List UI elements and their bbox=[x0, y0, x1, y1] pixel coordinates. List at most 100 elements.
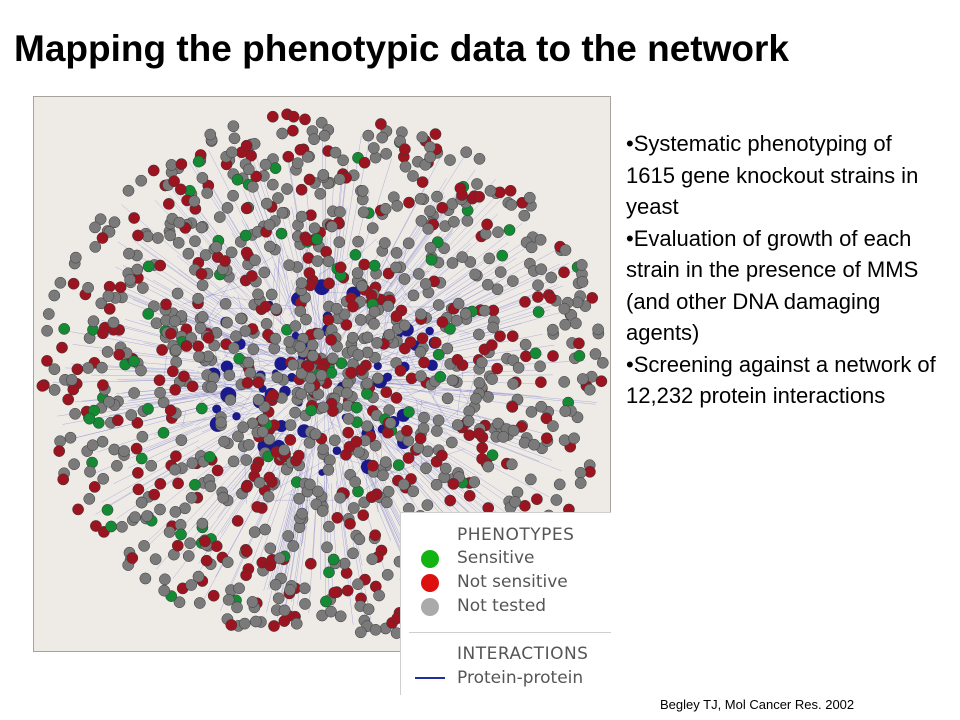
interaction-edge bbox=[389, 372, 455, 441]
not-tested-node bbox=[287, 540, 300, 552]
not-tested-node bbox=[65, 373, 78, 386]
not-tested-node bbox=[291, 157, 304, 170]
sensitive-node bbox=[305, 404, 318, 417]
not-tested-node bbox=[213, 211, 226, 223]
not-sensitive-node bbox=[436, 201, 449, 214]
not-tested-node bbox=[461, 214, 474, 227]
interaction-edge bbox=[206, 317, 224, 326]
not-tested-node bbox=[306, 339, 319, 351]
not-tested-node bbox=[308, 222, 321, 235]
not-sensitive-node bbox=[558, 266, 570, 279]
not-sensitive-node bbox=[111, 414, 124, 427]
not-tested-node bbox=[571, 296, 584, 309]
interaction-edge bbox=[127, 390, 215, 402]
not-sensitive-node bbox=[447, 478, 460, 490]
not-tested-node bbox=[372, 372, 384, 385]
not-tested-node bbox=[574, 477, 587, 489]
not-sensitive-node bbox=[57, 473, 70, 486]
sensitive-node bbox=[231, 173, 244, 186]
not-tested-node bbox=[164, 229, 177, 242]
not-tested-node bbox=[445, 436, 458, 449]
sensitive-node bbox=[203, 451, 216, 463]
sensitive-node bbox=[269, 162, 282, 175]
not-sensitive-node bbox=[301, 234, 314, 247]
not-tested-node bbox=[337, 154, 349, 167]
sensitive-node bbox=[425, 253, 438, 266]
not-tested-node bbox=[165, 159, 178, 171]
not-tested-node bbox=[194, 322, 207, 334]
not-tested-node bbox=[362, 603, 375, 616]
not-tested-node bbox=[199, 249, 212, 261]
not-tested-node bbox=[182, 550, 195, 562]
not-sensitive-node bbox=[154, 259, 167, 272]
not-tested-node bbox=[102, 290, 115, 302]
not-tested-node bbox=[246, 596, 259, 608]
not-sensitive-node bbox=[128, 212, 140, 224]
not-sensitive-node bbox=[491, 362, 504, 375]
not-sensitive-node bbox=[436, 449, 448, 462]
not-tested-node bbox=[196, 279, 209, 292]
not-tested-node bbox=[256, 425, 269, 438]
interaction-edge bbox=[328, 421, 340, 428]
sensitive-node bbox=[128, 355, 140, 368]
interaction-edge bbox=[212, 401, 258, 457]
not-tested-node bbox=[384, 417, 397, 429]
not-tested-node bbox=[175, 434, 188, 447]
not-sensitive-node bbox=[358, 156, 371, 169]
not-tested-node bbox=[491, 283, 504, 296]
bullet-item: Evaluation of growth of each strain in t… bbox=[626, 223, 946, 349]
interaction-edge bbox=[174, 434, 270, 536]
not-sensitive-node bbox=[97, 379, 109, 391]
not-tested-node bbox=[87, 315, 100, 328]
not-tested-node bbox=[487, 321, 499, 334]
not-sensitive-node bbox=[200, 554, 213, 567]
not-tested-node bbox=[415, 215, 428, 227]
not-sensitive-node bbox=[160, 298, 172, 311]
not-sensitive-node bbox=[369, 529, 382, 542]
not-tested-node bbox=[473, 376, 486, 389]
not-tested-node bbox=[407, 289, 420, 302]
not-tested-node bbox=[169, 463, 181, 476]
interaction-edge bbox=[334, 181, 346, 279]
not-tested-node bbox=[398, 273, 411, 285]
not-tested-node bbox=[193, 597, 206, 609]
sensitive-node bbox=[368, 259, 381, 272]
not-sensitive-node bbox=[240, 569, 252, 582]
not-sensitive-node bbox=[240, 545, 253, 558]
not-sensitive-node bbox=[132, 483, 145, 496]
not-sensitive-node bbox=[175, 158, 188, 170]
not-tested-node bbox=[432, 414, 445, 427]
not-tested-node bbox=[186, 457, 199, 469]
not-sensitive-node bbox=[444, 494, 457, 507]
not-sensitive-node bbox=[166, 365, 179, 378]
not-sensitive-node bbox=[532, 291, 544, 303]
bullet-item: Screening against a network of 12,232 pr… bbox=[626, 349, 946, 412]
interaction-edge bbox=[431, 395, 455, 432]
not-sensitive-node bbox=[195, 268, 208, 280]
hub-cluster bbox=[232, 412, 241, 421]
not-sensitive-node bbox=[41, 355, 53, 367]
not-tested-node bbox=[341, 387, 353, 399]
interaction-edge bbox=[176, 255, 255, 320]
not-tested-node bbox=[269, 332, 282, 345]
not-tested-node bbox=[309, 428, 322, 441]
not-tested-node bbox=[354, 626, 367, 639]
not-sensitive-node bbox=[250, 461, 262, 474]
not-tested-node bbox=[304, 478, 316, 491]
sensitive-node bbox=[320, 595, 332, 608]
sensitive-node bbox=[142, 403, 154, 415]
not-tested-node bbox=[361, 420, 374, 433]
interaction-edge bbox=[161, 355, 167, 393]
not-tested-node bbox=[407, 485, 420, 498]
not-sensitive-node bbox=[485, 339, 498, 351]
not-tested-node bbox=[373, 589, 385, 602]
not-sensitive-node bbox=[267, 389, 280, 401]
not-tested-node bbox=[559, 318, 572, 331]
not-tested-node bbox=[170, 344, 182, 356]
not-tested-node bbox=[265, 288, 278, 301]
not-tested-node bbox=[424, 151, 437, 163]
interaction-edge bbox=[431, 404, 522, 428]
not-tested-node bbox=[366, 553, 379, 566]
not-tested-node bbox=[575, 259, 588, 271]
not-tested-node bbox=[64, 431, 77, 444]
